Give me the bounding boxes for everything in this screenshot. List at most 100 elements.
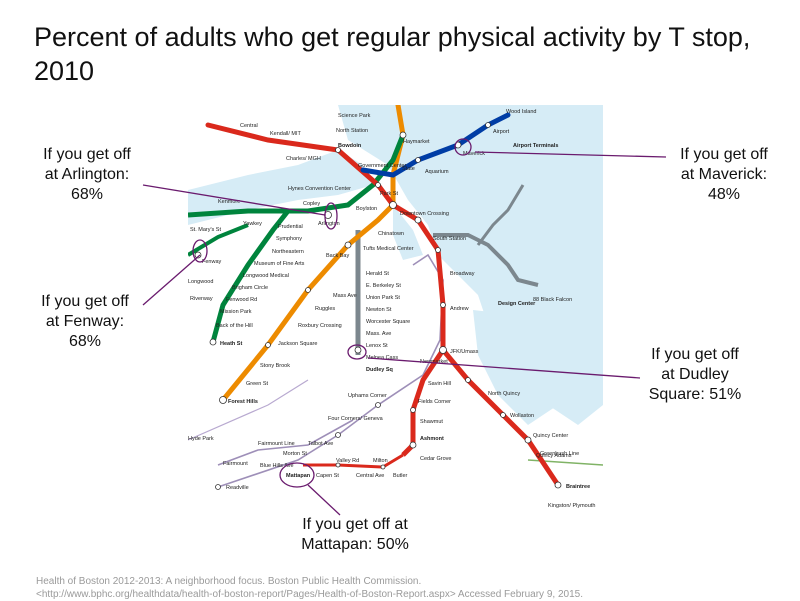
callout-line: at Fenway: (45, 313, 125, 330)
station-label: E. Berkeley St (366, 283, 401, 289)
station-label: Science Park (338, 113, 371, 119)
station-label: Airport Terminals (513, 143, 558, 149)
station-label: Savin Hill (428, 381, 451, 387)
station-label: Haymarket (403, 139, 430, 145)
callout-line: If you get off (41, 293, 129, 310)
callout-fenway: If you get off at Fenway: 68% (20, 292, 150, 352)
station-label: Central (240, 123, 258, 129)
station-label: Morton St (283, 451, 307, 457)
callout-line: If you get off at (302, 516, 408, 533)
station-label: Mattapan (286, 473, 311, 479)
callout-arlington: If you get off at Arlington: 68% (22, 145, 152, 205)
station-label: Mission Park (220, 309, 252, 315)
station-label: Fairmount Line (258, 441, 295, 447)
station-label: Dudley Sq (366, 367, 393, 373)
station-label: Downtown Crossing (400, 211, 449, 217)
station-label: Arlington (318, 221, 340, 227)
callout-line: at Dudley (661, 366, 729, 383)
station-label: Herald St (366, 271, 389, 277)
station-label: Longwood Medical (243, 273, 289, 279)
station-label: Fenway (202, 259, 222, 265)
station-label: South Station (433, 236, 466, 242)
station-label: Worcester Square (366, 319, 410, 325)
citation-url: <http://www.bphc.org/healthdata/health-o… (36, 589, 583, 600)
station-label: State (402, 166, 415, 172)
station-label: Aquarium (425, 169, 449, 175)
station-label: Forest Hills (228, 399, 258, 405)
station-label: Shawmut (420, 419, 443, 425)
station-label: Milton (373, 458, 388, 464)
station-label: Lenox St (366, 343, 388, 349)
station-label: Newton St (366, 307, 392, 313)
station-label: Airport (493, 129, 510, 135)
station-label: Fairmount (223, 461, 248, 467)
station-label: Museum of Fine Arts (254, 261, 305, 267)
station-label: Heath St (220, 341, 242, 347)
station-label: Jackson Square (278, 341, 317, 347)
station-label: Greenbush Line (540, 451, 579, 457)
station-label: Uphams Corner (348, 393, 387, 399)
station-label: Green St (246, 381, 268, 387)
callout-line: at Maverick: (680, 166, 768, 183)
station-label: Longwood (188, 279, 213, 285)
source-citation: Health of Boston 2012-2013: A neighborho… (36, 575, 776, 601)
station-label: Quincy Center (533, 433, 568, 439)
station-label: Park St (380, 191, 399, 197)
citation-line: Health of Boston 2012-2013: A neighborho… (36, 576, 422, 587)
station-label: JFK/Umass (450, 349, 479, 355)
station-label: Brigham Circle (232, 285, 268, 291)
station-label: Mass. Ave (366, 331, 391, 337)
station-label: Braintree (566, 484, 590, 490)
station-label: Quincy Adams (536, 453, 572, 459)
station-label: Andrew (450, 306, 469, 312)
station-label: Northeastern (272, 249, 304, 255)
callout-value: 68% (70, 186, 104, 203)
callout-value: 68% (68, 333, 102, 350)
callout-line: If you get off (43, 146, 131, 163)
station-label: Cedar Grove (420, 456, 452, 462)
station-label: Tufts Medical Center (363, 246, 414, 252)
station-label: Chinatown (378, 231, 404, 237)
callout-dudley: If you get off at Dudley Square: 51% (630, 345, 760, 405)
station-label: Fenwood Rd (226, 297, 257, 303)
station-label: Ashmont (420, 436, 444, 442)
station-label: Newmarket (420, 359, 448, 365)
station-label: 88 Black Falcon (533, 297, 572, 303)
station-label: Maverick (463, 151, 485, 157)
station-label: Bowdoin (338, 143, 362, 149)
station-label: Back Bay (326, 253, 349, 259)
silver-line-airport (476, 184, 525, 246)
station-label: Valley Rd (336, 458, 359, 464)
station-label: Wollaston (510, 413, 534, 419)
station-label: Four Corners/ Geneva (328, 416, 384, 422)
station-label: Kendall/ MIT (270, 131, 302, 137)
mattapan-trolley (303, 453, 404, 469)
station-label: Boylston (356, 206, 377, 212)
transit-map: Science Park North Station Bowdoin Hayma… (188, 105, 603, 510)
station-label: Charles/ MGH (286, 156, 321, 162)
station-label: Talbot Ave (308, 441, 333, 447)
callout-line: If you get off (680, 146, 768, 163)
station-label: North Station (336, 128, 368, 134)
station-label: Broadway (450, 271, 475, 277)
station-label: Hyde Park (188, 436, 214, 442)
callout-line: If you get off (651, 346, 739, 363)
station-label: North Quincy (488, 391, 520, 397)
fairmount-line (217, 419, 354, 466)
station-label: Readville (226, 485, 249, 491)
commuter-rail-west (188, 379, 309, 441)
station-label: Government Center (358, 163, 406, 169)
station-label: Roxbury Crossing (298, 323, 342, 329)
callout-value: Mattapan: 50% (301, 536, 409, 553)
station-label: Wood Island (506, 109, 536, 115)
station-label: St. Mary's St (190, 227, 221, 233)
station-label: Hynes Convention Center (288, 186, 351, 192)
station-label: Back of the Hill (216, 323, 253, 329)
blue-line (360, 112, 511, 178)
station-label: Yawkey (243, 221, 262, 227)
station-label: Stony Brook (260, 363, 290, 369)
silver-line-waterfront (433, 233, 539, 287)
page-title: Percent of adults who get regular physic… (34, 22, 751, 86)
station-label: Central Ave (356, 473, 384, 479)
station-label: Melnea Cass (366, 355, 398, 361)
